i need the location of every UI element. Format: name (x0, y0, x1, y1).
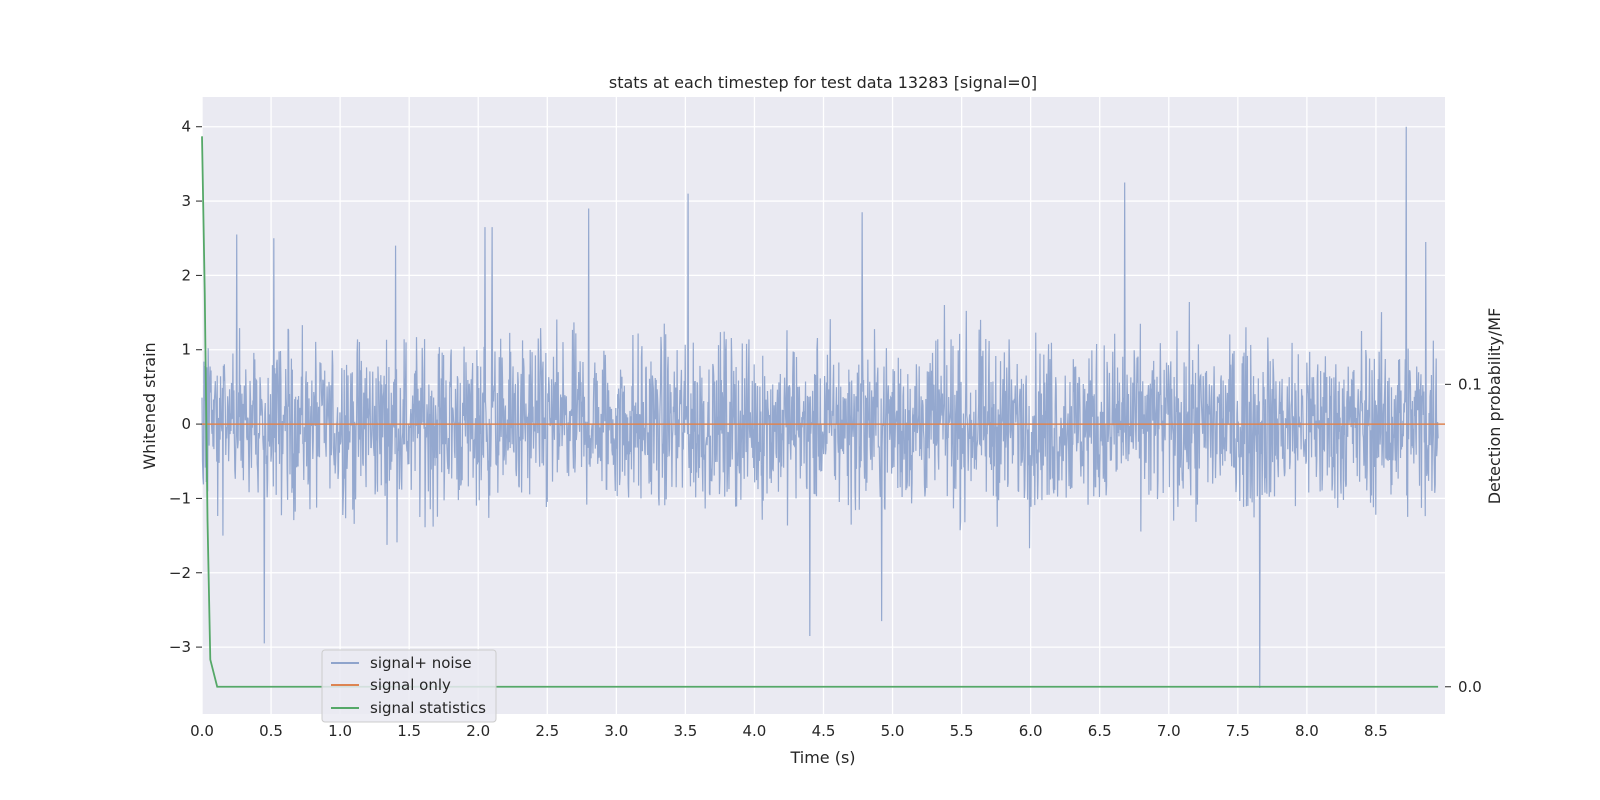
y-tick-label: 2 (181, 266, 191, 284)
x-tick-label: 8.5 (1364, 722, 1388, 740)
legend-label-signal-only: signal only (370, 676, 451, 694)
y2-tick-label: 0.0 (1458, 678, 1482, 696)
y-tick-label: −2 (169, 564, 191, 582)
x-tick-label: 4.5 (812, 722, 836, 740)
x-axis-ticks: 0.0 0.5 1.0 1.5 2.0 2.5 3.0 3.5 4.0 4.5 5.0 5.5 6.0 6… (190, 722, 1388, 740)
y-axis-ticks: −3 −2 −1 0 1 2 3 4 (169, 118, 202, 656)
legend-box (321, 649, 497, 723)
y2-tick-label: 0.1 (1458, 375, 1482, 393)
legend-label-signal-statistics: signal statistics (370, 699, 486, 717)
x-tick-label: 1.0 (328, 722, 352, 740)
x-tick-label: 7.5 (1226, 722, 1250, 740)
x-tick-label: 8.0 (1295, 722, 1319, 740)
legend-label-signal-noise: signal+ noise (370, 654, 472, 672)
y-axis-label: Whitened strain (140, 342, 159, 469)
y-tick-label: 0 (181, 415, 191, 433)
x-tick-label: 2.5 (535, 722, 559, 740)
x-tick-label: 0.0 (190, 722, 214, 740)
x-tick-label: 2.0 (466, 722, 490, 740)
y-tick-label: −3 (169, 638, 191, 656)
x-tick-label: 7.0 (1157, 722, 1181, 740)
x-tick-label: 0.5 (259, 722, 283, 740)
x-axis-label: Time (s) (789, 748, 855, 767)
y2-axis-label: Detection probability/MF (1485, 308, 1504, 505)
x-tick-label: 5.5 (950, 722, 974, 740)
x-tick-label: 5.0 (881, 722, 905, 740)
x-tick-label: 4.0 (743, 722, 767, 740)
y2-axis-ticks: 0.0 0.1 (1445, 375, 1482, 696)
y-tick-label: 1 (181, 341, 191, 359)
legend: signal+ noise signal only signal statist… (321, 649, 497, 723)
x-tick-label: 3.5 (673, 722, 697, 740)
y-tick-label: 4 (181, 118, 191, 136)
x-tick-label: 3.0 (604, 722, 628, 740)
y-tick-label: 3 (181, 192, 191, 210)
x-tick-label: 6.0 (1019, 722, 1043, 740)
x-tick-label: 1.5 (397, 722, 421, 740)
y-tick-label: −1 (169, 489, 191, 507)
x-tick-label: 6.5 (1088, 722, 1112, 740)
chart-title: stats at each timestep for test data 132… (609, 73, 1037, 92)
series-line-signal-noise (201, 126, 1439, 688)
